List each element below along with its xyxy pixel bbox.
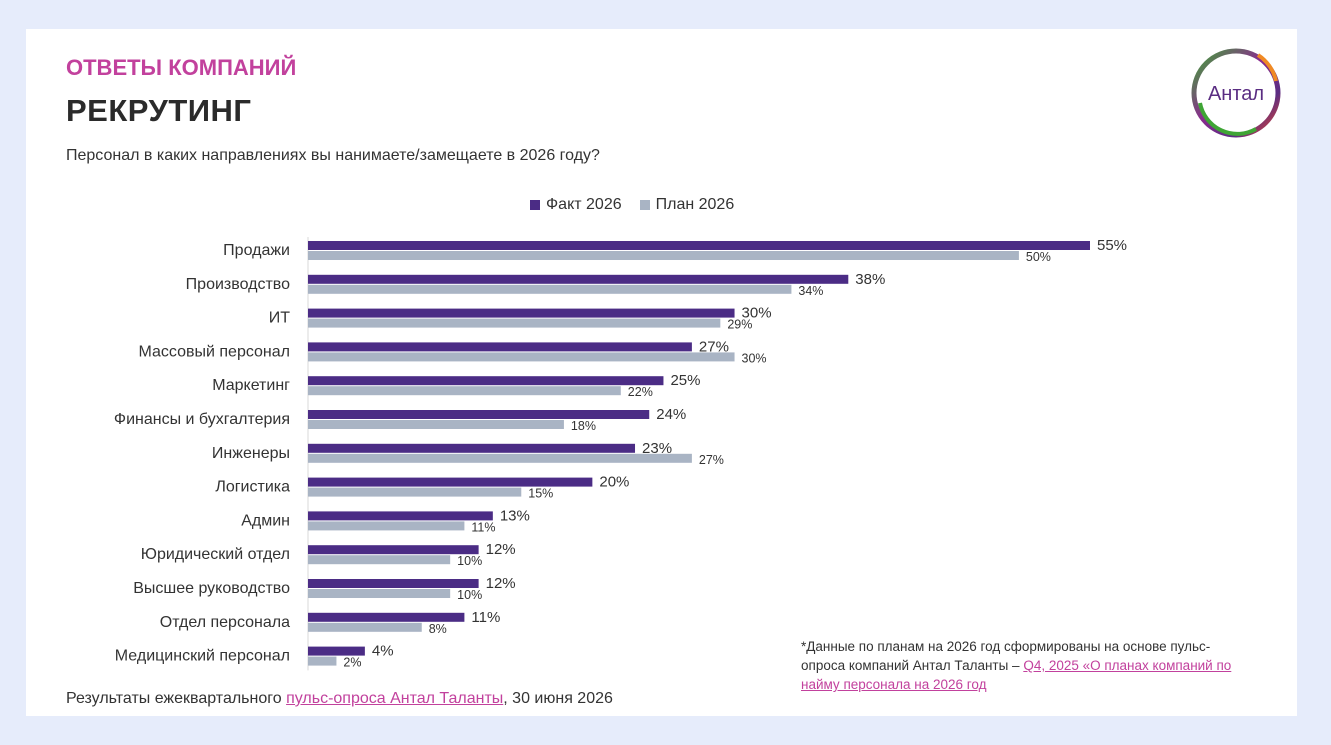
chart-legend: Факт 2026 План 2026 [530,196,734,214]
data-label-plan: 11% [471,520,495,534]
bar-plan [308,622,422,632]
bar-plan [308,318,721,328]
data-label-fact: 12% [486,541,516,558]
data-label-plan: 27% [699,453,724,467]
category-label: ИТ [269,310,291,327]
slide: ОТВЕТЫ КОМПАНИЙ РЕКРУТИНГ Персонал в как… [26,29,1297,716]
category-label: Юридический отдел [141,546,290,563]
data-label-plan: 22% [628,385,653,399]
legend-label-plan: План 2026 [655,196,735,213]
bar-fact [308,308,735,318]
data-label-fact: 20% [599,474,629,491]
footnote-link[interactable]: Q4, 2025 «О планах компаний по найму пер… [801,658,1232,692]
bar-plan [308,386,621,396]
bar-plan [308,420,564,429]
data-label-fact: 11% [471,609,500,626]
bar-plan [308,284,792,294]
footnote-text: *Данные по планам на 2026 год сформирова… [801,639,1211,673]
section-kicker: ОТВЕТЫ КОМПАНИЙ [66,55,297,80]
bar-fact [308,443,636,453]
antal-logo: Антал [1191,48,1281,138]
bar-fact [308,612,465,622]
bar-fact [308,579,479,588]
category-label: Отдел персонала [160,614,290,631]
data-label-fact: 30% [742,305,772,322]
data-label-plan: 34% [798,284,823,298]
legend-swatch-plan [639,200,650,210]
data-label-plan: 29% [727,318,752,332]
legend-label-fact: Факт 2026 [546,196,622,213]
data-label-plan: 8% [429,622,447,636]
bar-plan [308,521,465,531]
bar-fact [308,511,493,521]
bar-plan [308,251,1019,260]
data-label-plan: 2% [343,656,361,670]
source-link[interactable]: пульс-опроса Антал Таланты [286,690,504,707]
data-label-plan: 10% [457,588,482,602]
category-label: Продажи [223,242,290,259]
data-label-fact: 25% [670,372,700,389]
bar-fact [308,410,650,419]
survey-question: Персонал в каких направлениях вы нанимае… [66,147,600,164]
bar-plan [308,352,735,362]
legend-swatch-fact [530,200,540,210]
logo-text: Антал [1208,83,1264,105]
category-label: Высшее руководство [133,580,290,597]
data-label-fact: 24% [656,406,686,423]
bar-fact [308,376,664,386]
bar-plan [308,589,451,598]
bar-plan [308,656,337,666]
category-label: Медицинский персонал [115,648,290,665]
data-label-fact: 13% [500,507,530,524]
data-label-fact: 27% [699,338,729,355]
category-label: Массовый персонал [139,343,290,360]
bar-fact [308,342,692,352]
page-title: РЕКРУТИНГ [66,93,252,128]
legend-item-fact: Факт 2026 [530,196,622,214]
data-label-fact: 55% [1097,237,1127,254]
category-label: Финансы и бухгалтерия [114,411,290,428]
category-label: Инженеры [212,445,290,462]
bar-chart: Продажи 55%50%Производство 38%34%ИТ 30%29%М… [114,237,1127,671]
legend-item-plan: План 2026 [639,196,735,214]
data-label-fact: 38% [855,271,885,288]
category-label: Маркетинг [212,377,290,394]
category-label: Логистика [215,479,290,496]
data-label-fact: 12% [486,575,516,592]
data-label-plan: 18% [571,419,596,433]
category-label: Админ [241,512,290,529]
bar-fact [308,274,849,284]
data-label-plan: 15% [528,487,553,501]
bar-fact [308,241,1090,250]
source-suffix: , 30 июня 2026 [503,690,613,707]
bar-fact [308,545,479,555]
category-label: Производство [186,276,290,293]
data-label-plan: 10% [457,554,482,568]
bar-plan [308,487,522,497]
data-label-plan: 50% [1026,250,1051,264]
footnote: *Данные по планам на 2026 год сформирова… [801,637,1241,694]
bar-plan [308,453,692,463]
bar-fact [308,477,593,487]
data-label-plan: 30% [742,351,767,365]
bar-plan [308,555,451,565]
source-prefix: Результаты ежеквартального [66,690,287,707]
data-label-fact: 23% [642,440,672,457]
data-label-fact: 4% [372,643,394,660]
source-line: Результаты ежеквартального пульс-опроса … [66,690,613,708]
bar-fact [308,646,365,656]
